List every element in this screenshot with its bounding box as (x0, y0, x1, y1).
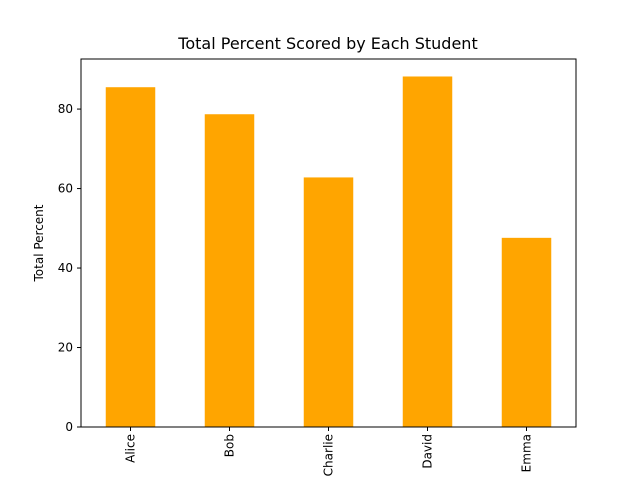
bar-charlie (303, 177, 354, 427)
y-axis-ticks: 0 20 40 60 80 (58, 102, 81, 434)
bar-emma (501, 237, 552, 427)
y-tick-label: 80 (58, 102, 73, 116)
x-tick-label: Emma (520, 434, 534, 472)
x-tick-label: Alice (124, 434, 138, 463)
y-tick-label: 20 (58, 341, 73, 355)
y-tick-label: 40 (58, 261, 73, 275)
chart-title: Total Percent Scored by Each Student (177, 34, 477, 53)
y-tick-label: 0 (65, 420, 73, 434)
x-axis-ticks: Alice Bob Charlie David Emma (124, 427, 534, 476)
y-tick-label: 60 (58, 182, 73, 196)
y-axis-label: Total Percent (32, 204, 46, 282)
x-tick-label: Charlie (322, 434, 336, 476)
x-tick-label: Bob (223, 434, 237, 457)
bar-david (402, 76, 453, 427)
bar-alice (105, 87, 156, 428)
bar-bob (204, 114, 255, 427)
plot-frame (80, 58, 577, 428)
bars-group (105, 76, 552, 428)
x-tick-label: David (421, 434, 435, 469)
